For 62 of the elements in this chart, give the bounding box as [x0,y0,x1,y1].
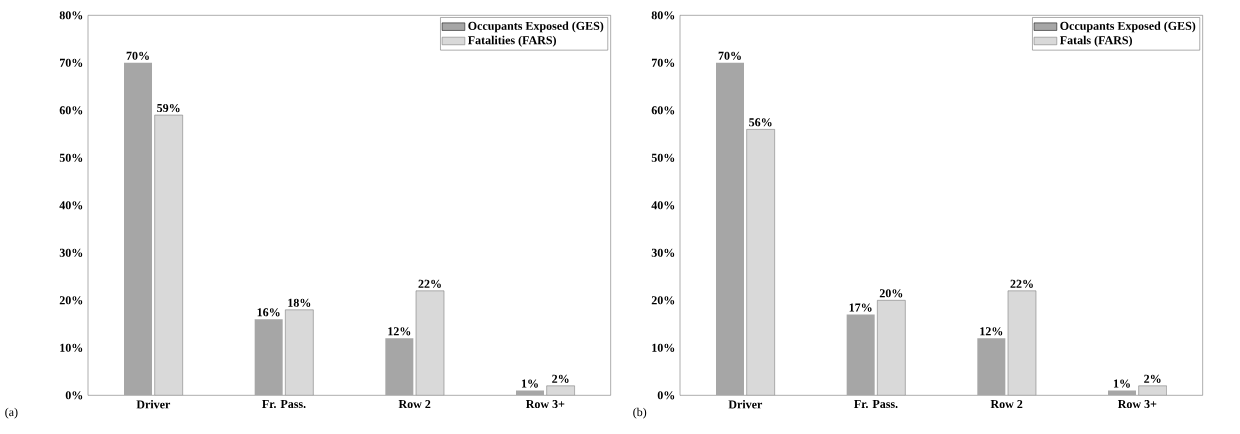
y-tick-label: 40% [59,201,83,210]
text: (b) [633,407,647,419]
data-label: 1% [521,379,538,388]
y-tick-label: 80% [651,11,675,20]
bar [1138,385,1167,396]
text: (a) [5,407,18,419]
bar [154,114,183,396]
data-label: 22% [1010,279,1033,288]
legend-label: Fatals (FARS) [1059,35,1132,47]
y-tick-label: 30% [59,248,83,257]
legend-label: Fatalities (FARS) [467,35,556,47]
data-label: 70% [126,51,149,60]
y-tick-label: 50% [59,153,83,162]
data-label: 1% [1113,379,1130,388]
bar [385,338,414,396]
bar [977,338,1006,396]
x-tick-label: Fr. Pass. [262,400,306,409]
data-label: 16% [257,308,280,317]
x-tick-label: Row 3+ [1117,400,1157,409]
y-tick-label: 80% [59,11,83,20]
data-label: 22% [418,279,441,288]
y-tick-label: 70% [651,58,675,67]
x-tick-label: Row 3+ [525,400,565,409]
y-tick-label: 70% [59,58,83,67]
x-tick-label: Row 2 [990,400,1023,409]
bar [415,290,445,396]
y-tick-label: 10% [60,343,83,352]
y-tick-label: 30% [651,248,675,257]
data-label: 2% [1144,374,1161,383]
data-label: 18% [288,298,311,307]
data-label: 70% [718,51,741,60]
bar [254,319,283,396]
data-label: 56% [749,118,772,127]
x-tick-label: Row 2 [398,400,431,409]
y-tick-label: 20% [59,296,83,305]
data-label: 20% [879,289,903,298]
legend-label: Occupants Exposed (GES) [1060,21,1196,33]
data-label: 2% [552,374,569,383]
data-label: 17% [849,303,872,312]
y-tick-label: 50% [651,153,675,162]
data-label: 12% [980,327,1003,336]
x-tick-label: Driver [136,400,171,409]
data-label: 59% [157,103,180,113]
y-tick-label: 10% [652,343,675,352]
data-label: 12% [388,327,411,336]
y-tick-label: 60% [651,106,675,115]
x-tick-label: Fr. Pass. [854,400,898,409]
y-tick-label: 0% [657,391,675,400]
bar [877,300,906,396]
bar [285,309,314,396]
bar [546,385,575,396]
y-tick-label: 60% [59,106,83,115]
bar [716,62,744,396]
bar [124,62,153,396]
bar [746,129,775,396]
x-tick-label: Driver [728,400,763,409]
bar [846,314,875,396]
y-tick-label: 40% [651,201,675,210]
bar [1007,290,1037,396]
y-tick-label: 0% [65,391,83,400]
y-tick-label: 20% [651,296,675,305]
legend-label: Occupants Exposed (GES) [468,21,604,33]
